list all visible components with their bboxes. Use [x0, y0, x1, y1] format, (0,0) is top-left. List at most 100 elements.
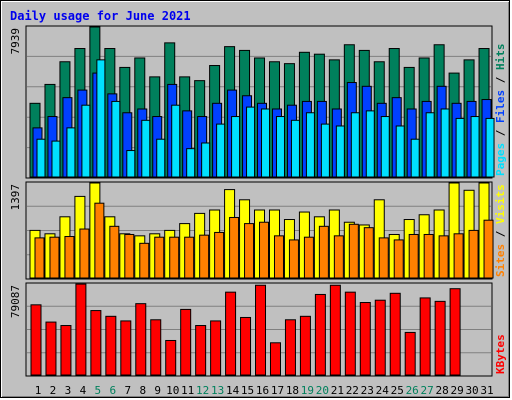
x-tick-label-day-1: 1: [35, 384, 42, 397]
x-tick-label-day-11: 11: [181, 384, 194, 397]
bar-pages-day-11: [186, 148, 196, 178]
bar-pages-day-27: [425, 112, 435, 178]
bar-sites-day-2: [49, 236, 60, 279]
legend-kbytes: KBytes: [494, 334, 507, 374]
bar-sites-day-18: [288, 239, 299, 279]
x-tick-label-day-2: 2: [50, 384, 57, 397]
bar-pages-day-23: [365, 110, 375, 178]
bar-pages-day-3: [66, 127, 76, 178]
bar-sites-day-6: [109, 225, 120, 279]
bar-pages-day-9: [156, 138, 166, 178]
x-tick-label-day-17: 17: [271, 384, 284, 397]
bar-pages-day-20: [320, 123, 330, 178]
bar-kbytes-day-29: [449, 288, 461, 376]
x-tick-label-day-10: 10: [166, 384, 179, 397]
legend-visits-sites: Sites / Visits: [494, 184, 507, 277]
bar-sites-day-10: [169, 236, 180, 279]
bar-kbytes-day-8: [135, 303, 147, 376]
bar-sites-day-25: [393, 239, 404, 279]
bar-sites-day-17: [273, 235, 284, 279]
bar-pages-day-25: [395, 125, 405, 178]
bar-sites-day-19: [303, 236, 314, 279]
x-tick-label-day-30: 30: [465, 384, 478, 397]
x-tick-label-day-29: 29: [450, 384, 463, 397]
bar-sites-day-5: [94, 202, 105, 279]
bar-kbytes-day-23: [359, 302, 371, 376]
bar-sites-day-21: [333, 235, 344, 279]
bar-kbytes-day-5: [90, 310, 102, 376]
bar-sites-day-22: [348, 223, 359, 279]
bar-pages-day-13: [216, 123, 226, 178]
bar-kbytes-day-15: [240, 316, 252, 376]
x-tick-label-day-5: 5: [95, 384, 102, 397]
bar-pages-day-6: [111, 100, 121, 178]
bar-pages-day-26: [410, 138, 420, 178]
bar-pages-day-29: [455, 117, 465, 178]
bar-pages-day-8: [141, 119, 151, 178]
max-label-hits-files-pages: 7939: [9, 28, 22, 55]
x-tick-label-day-25: 25: [391, 384, 404, 397]
bar-sites-day-13: [214, 231, 225, 279]
bar-kbytes-day-27: [419, 297, 431, 376]
bar-sites-day-11: [184, 236, 195, 279]
bar-kbytes-day-13: [210, 320, 222, 376]
x-tick-label-day-22: 22: [346, 384, 359, 397]
bar-pages-day-31: [485, 117, 495, 178]
bar-sites-day-3: [64, 236, 75, 279]
bar-pages-day-5: [96, 59, 106, 178]
bar-kbytes-day-21: [329, 284, 341, 376]
bar-pages-day-2: [51, 140, 61, 178]
x-tick-label-day-26: 26: [406, 384, 419, 397]
bar-kbytes-day-11: [180, 308, 192, 376]
bar-kbytes-day-28: [434, 300, 446, 376]
bar-sites-day-15: [244, 223, 255, 279]
x-tick-label-day-28: 28: [436, 384, 449, 397]
bar-sites-day-16: [259, 221, 270, 279]
x-tick-label-day-6: 6: [110, 384, 117, 397]
x-tick-label-day-15: 15: [241, 384, 254, 397]
x-tick-label-day-8: 8: [139, 384, 146, 397]
legend-entry-sites: Sites: [494, 244, 507, 277]
bar-pages-day-14: [231, 116, 241, 178]
bar-kbytes-day-12: [195, 325, 207, 376]
legend-entry-pages: Pages: [494, 143, 507, 176]
bar-pages-day-12: [201, 142, 211, 178]
bar-pages-day-21: [335, 125, 345, 178]
bar-sites-day-12: [199, 234, 210, 279]
bar-kbytes-day-7: [120, 320, 132, 376]
bar-pages-day-10: [171, 104, 181, 178]
x-tick-label-day-24: 24: [376, 384, 390, 397]
bar-kbytes-day-25: [389, 292, 401, 376]
bar-kbytes-day-2: [45, 321, 57, 376]
bar-sites-day-26: [408, 233, 419, 279]
bar-sites-day-14: [229, 216, 240, 279]
legend-entry-hits: Hits: [494, 44, 507, 71]
max-label-kbytes: 79087: [9, 285, 22, 318]
bar-sites-day-23: [363, 227, 374, 279]
x-tick-label-day-4: 4: [80, 384, 87, 397]
bar-sites-day-7: [124, 233, 135, 279]
bar-pages-day-30: [470, 116, 480, 178]
x-tick-label-day-14: 14: [226, 384, 240, 397]
bar-kbytes-day-3: [60, 325, 72, 376]
bar-sites-day-8: [139, 242, 150, 279]
bar-pages-day-22: [350, 112, 360, 178]
x-tick-label-day-13: 13: [211, 384, 224, 397]
chart-title: Daily usage for June 2021: [10, 9, 191, 23]
x-tick-label-day-18: 18: [286, 384, 299, 397]
bar-pages-day-7: [126, 150, 136, 178]
x-tick-label-day-31: 31: [480, 384, 493, 397]
legend-hits-files-pages: Pages / Files / Hits: [494, 44, 507, 177]
bar-pages-day-17: [275, 116, 285, 178]
bar-pages-day-1: [36, 138, 46, 178]
x-tick-label-day-27: 27: [421, 384, 434, 397]
bar-pages-day-16: [261, 108, 271, 178]
bar-kbytes-day-4: [75, 283, 87, 376]
x-tick-label-day-16: 16: [256, 384, 269, 397]
bar-kbytes-day-26: [404, 331, 416, 376]
x-tick-label-day-9: 9: [154, 384, 161, 397]
bar-sites-day-24: [378, 237, 389, 279]
x-tick-label-day-3: 3: [65, 384, 72, 397]
